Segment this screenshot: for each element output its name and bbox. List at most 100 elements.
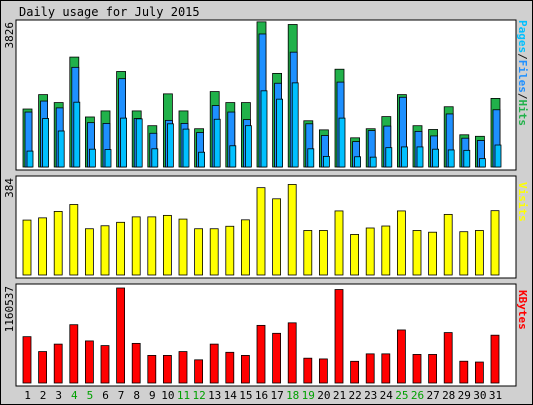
x-tick-label: 3 [55,389,62,402]
pages-bar: Pages 29: 440 [463,149,471,168]
visits-bar: Visits 9: 235 [147,216,157,276]
pages-bar: Pages 2: 1280 [42,118,49,168]
visits-bar: Visits 24: 198 [381,225,391,276]
pages-bar: Pages 7: 1290 [120,117,127,168]
legend-separator: / [516,93,529,100]
x-tick-label: 13 [208,389,221,402]
kbytes-bar: KBytes 11: 384000 [178,351,188,384]
x-tick-label: 7 [118,389,125,402]
visits-panel-axis-title: Visits [516,182,529,222]
kbytes-bar: KBytes 14: 375000 [225,351,235,384]
kbytes-bar: KBytes 16: 704000 [256,324,266,384]
hits-legend-label: Hits [516,100,529,127]
visits-bar: Visits 5: 187 [85,228,94,276]
kbytes-panel-axis-title: KBytes [516,290,529,330]
visits-bar: Visits 15: 223 [240,219,250,276]
kbytes-bar: KBytes 13: 475000 [209,343,219,384]
x-tick-label: 31 [489,389,502,402]
x-tick-label: 17 [270,389,283,402]
visits-bar: Visits 12: 187 [194,228,204,276]
kbytes-bar: KBytes 20: 294000 [318,358,328,384]
chart-title: Daily usage for July 2015 [19,5,200,19]
legend-separator: / [516,53,529,60]
visits-bar: Visits 8: 235 [131,216,141,276]
visits-bar: Visits 21: 259 [334,210,344,276]
kbytes-bar: KBytes 2: 384000 [38,351,47,384]
pages-bar: Pages 27: 470 [432,148,440,168]
pages-bar: Pages 31: 580 [494,144,502,168]
x-tick-label: 23 [364,389,377,402]
kbytes-bar: KBytes 21: 1142000 [334,289,344,384]
visits-bar: Visits 4: 285 [69,204,79,276]
pages-bar: Pages 19: 480 [307,148,315,168]
kbytes-bar: KBytes 8: 484000 [131,342,141,384]
x-tick-label: 27 [426,389,439,402]
x-tick-label: 6 [102,389,109,402]
x-tick-label: 14 [224,389,238,402]
x-tick-label: 9 [149,389,156,402]
kbytes-bar: KBytes 12: 283000 [194,359,204,384]
hits-panel-max-label: 3826 [3,22,16,49]
visits-bar: Visits 25: 259 [396,210,406,276]
pages-bar: Pages 18: 2220 [291,82,299,168]
pages-bar: Pages 30: 220 [478,158,486,168]
pages-bar: Pages 9: 480 [151,148,159,168]
visits-bar: Visits 11: 226 [178,218,188,276]
visits-panel-max-label: 384 [3,178,16,198]
x-tick-label: 18 [286,389,299,402]
pages-bar: Pages 6: 460 [104,149,112,168]
visits-bar: Visits 10: 241 [162,214,172,276]
visits-bar: Visits 2: 231 [38,217,47,276]
x-tick-label: 8 [133,389,140,402]
kbytes-bar: KBytes 27: 349000 [428,354,438,384]
x-tick-label: 16 [255,389,268,402]
visits-bar: Visits 23: 190 [365,227,375,276]
kbytes-bar: KBytes 3: 475000 [53,343,63,384]
visits-bar: Visits 18: 366 [287,184,297,276]
pages-bar: Pages 25: 530 [400,146,408,168]
visits-bar: Visits 28: 245 [443,213,453,276]
visits-bar: Visits 31: 260 [490,210,500,276]
kbytes-bar: KBytes 6: 457000 [100,345,110,384]
pages-bar: Pages 3: 950 [57,130,65,168]
x-tick-label: 30 [473,389,486,402]
x-tick-label: 28 [442,389,455,402]
pages-bar: Pages 17: 1790 [276,98,284,168]
x-tick-label: 21 [333,389,346,402]
visits-bar: Visits 13: 187 [209,228,219,276]
kbytes-bar: KBytes 7: 1160537 [116,287,125,384]
visits-bar: Visits 16: 353 [256,187,266,276]
hits-panel-axis-title: Pages/Files/Hits [516,20,529,126]
kbytes-bar: KBytes 22: 265000 [350,360,360,384]
visits-bar: Visits 7: 213 [116,221,125,276]
pages-bar: Pages 21: 1290 [338,117,346,168]
x-tick-label: 4 [71,389,78,402]
pages-bar: Pages 11: 1000 [182,128,190,168]
pages-bar: Pages 10: 1140 [166,123,174,168]
kbytes-bar: KBytes 24: 356000 [381,353,391,384]
x-tick-label: 24 [380,389,394,402]
visits-bar: Visits 17: 308 [272,198,282,276]
kbytes-bar: KBytes 9: 337000 [147,355,157,384]
bars-layer: Hits 1: 1530Files 1: 1450Pages 1: 420Hit… [22,21,502,384]
x-tick-label: 25 [395,389,408,402]
kbytes-bar: KBytes 18: 735000 [287,322,297,384]
visits-bar: Visits 26: 180 [412,230,422,276]
kbytes-bar: KBytes 19: 303000 [303,357,313,384]
kbytes-bar: KBytes 25: 648000 [396,329,406,384]
x-tick-label: 22 [348,389,361,402]
kbytes-bar: KBytes 29: 266000 [459,360,469,384]
pages-bar: Pages 13: 1260 [213,118,221,168]
pages-bar: Pages 5: 470 [89,148,96,168]
x-tick-label: 12 [192,389,205,402]
x-tick-label: 2 [40,389,47,402]
kbytes-bar: KBytes 17: 607000 [272,332,282,384]
visits-bar: Visits 6: 199 [100,225,110,276]
kbytes-bar: KBytes 15: 337000 [240,355,250,384]
kbytes-bar: KBytes 10: 337000 [162,355,172,384]
x-tick-label: 10 [161,389,174,402]
visits-bar: Visits 20: 180 [318,230,328,276]
kbytes-bar: KBytes 28: 616000 [443,332,453,384]
kbytes-bar: KBytes 1: 566000 [22,336,32,384]
